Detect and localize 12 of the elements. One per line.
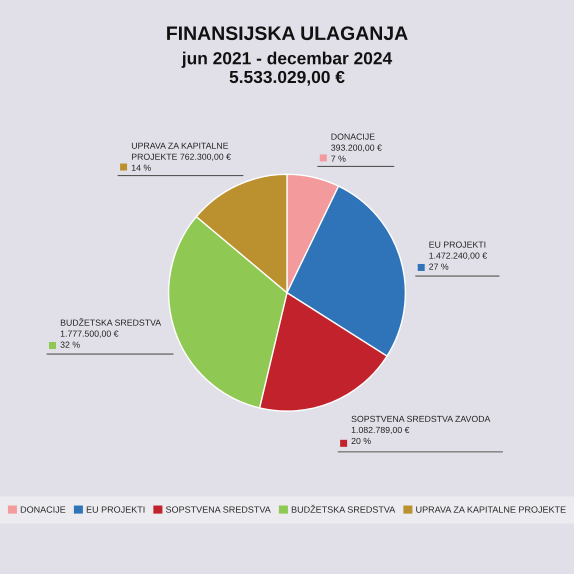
legend-label: DONACIJE [20, 506, 66, 513]
legend-label: EU PROJEKTI [86, 506, 144, 513]
legend-label: SOPSTVENA SREDSTVA [166, 506, 271, 513]
chart-subtitle: jun 2021 - decembar 2024 5.533.029,00 € [182, 52, 392, 86]
data-label: DONACIJE 393.200,00 € 7 % [331, 134, 382, 162]
data-label: UPRAVA ZA KAPITALNE PROJEKTE 762.300,00 € 14 % [132, 142, 231, 171]
chart-title: FINANSIJSKA ULAGANJA [167, 26, 408, 40]
data-label: EU PROJEKTI 1.472.240,00 € 27 % [429, 242, 487, 270]
legend-label: BUDŽETSKA SREDSTVA [292, 504, 396, 513]
data-label: SOPSTVENA SREDSTVA ZAVODA 1.082.789,00 € 20 % [352, 416, 490, 444]
data-label: BUDŽETSKA SREDSTVA 1.777.500,00 € 32 % [60, 318, 162, 348]
legend-label: UPRAVA ZA KAPITALNE PROJEKTE [416, 506, 566, 513]
